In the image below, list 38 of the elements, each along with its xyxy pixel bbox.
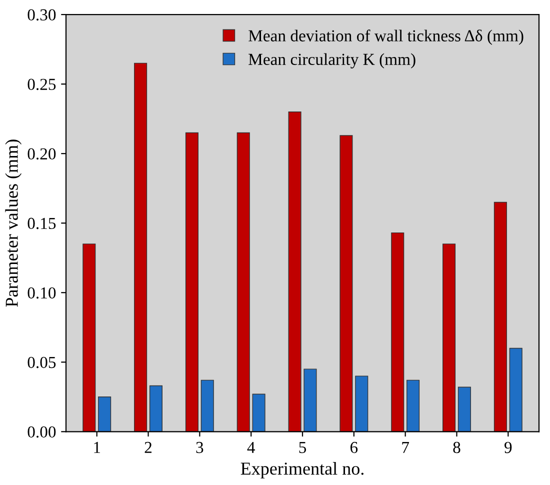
bar [252,394,266,432]
y-tick-label: 0.15 [28,218,56,230]
bar [98,396,112,432]
y-tick-label: 0.25 [28,78,56,90]
legend-label: Mean circularity K (mm) [248,53,416,68]
bar [458,386,471,432]
bar [288,112,302,432]
x-tick-label: 6 [350,442,358,454]
bar [236,132,250,432]
x-tick-label: 3 [196,442,204,454]
bar [304,368,317,432]
y-tick-label: 0.20 [28,148,56,160]
x-tick-label: 8 [453,442,460,454]
bar [391,232,404,432]
bar [406,380,420,432]
bar [509,348,522,432]
y-tick-label: 0.05 [28,356,56,368]
x-tick-label: 2 [144,442,152,453]
bar [185,132,198,432]
bar [355,376,368,432]
x-tick-label: 1 [94,442,100,453]
bar [149,385,162,432]
y-tick-label: 0.30 [28,9,56,21]
bar [340,135,353,432]
x-axis-title: Experimental no. [240,462,364,478]
bar [82,244,96,432]
x-tick-label: 9 [504,442,512,454]
bar [200,380,214,432]
x-tick-label: 4 [247,442,255,453]
bar [494,202,507,432]
y-tick-label: 0.10 [28,287,56,299]
bar [442,244,456,432]
x-tick-label: 7 [402,442,410,453]
x-tick-label: 5 [299,442,306,454]
y-tick-label: 0.00 [28,426,56,438]
y-axis-title: Parameter values (mm) [5,140,22,307]
bar [134,62,148,432]
legend-label: Mean deviation of wall tickness Δδ (mm) [248,30,524,45]
